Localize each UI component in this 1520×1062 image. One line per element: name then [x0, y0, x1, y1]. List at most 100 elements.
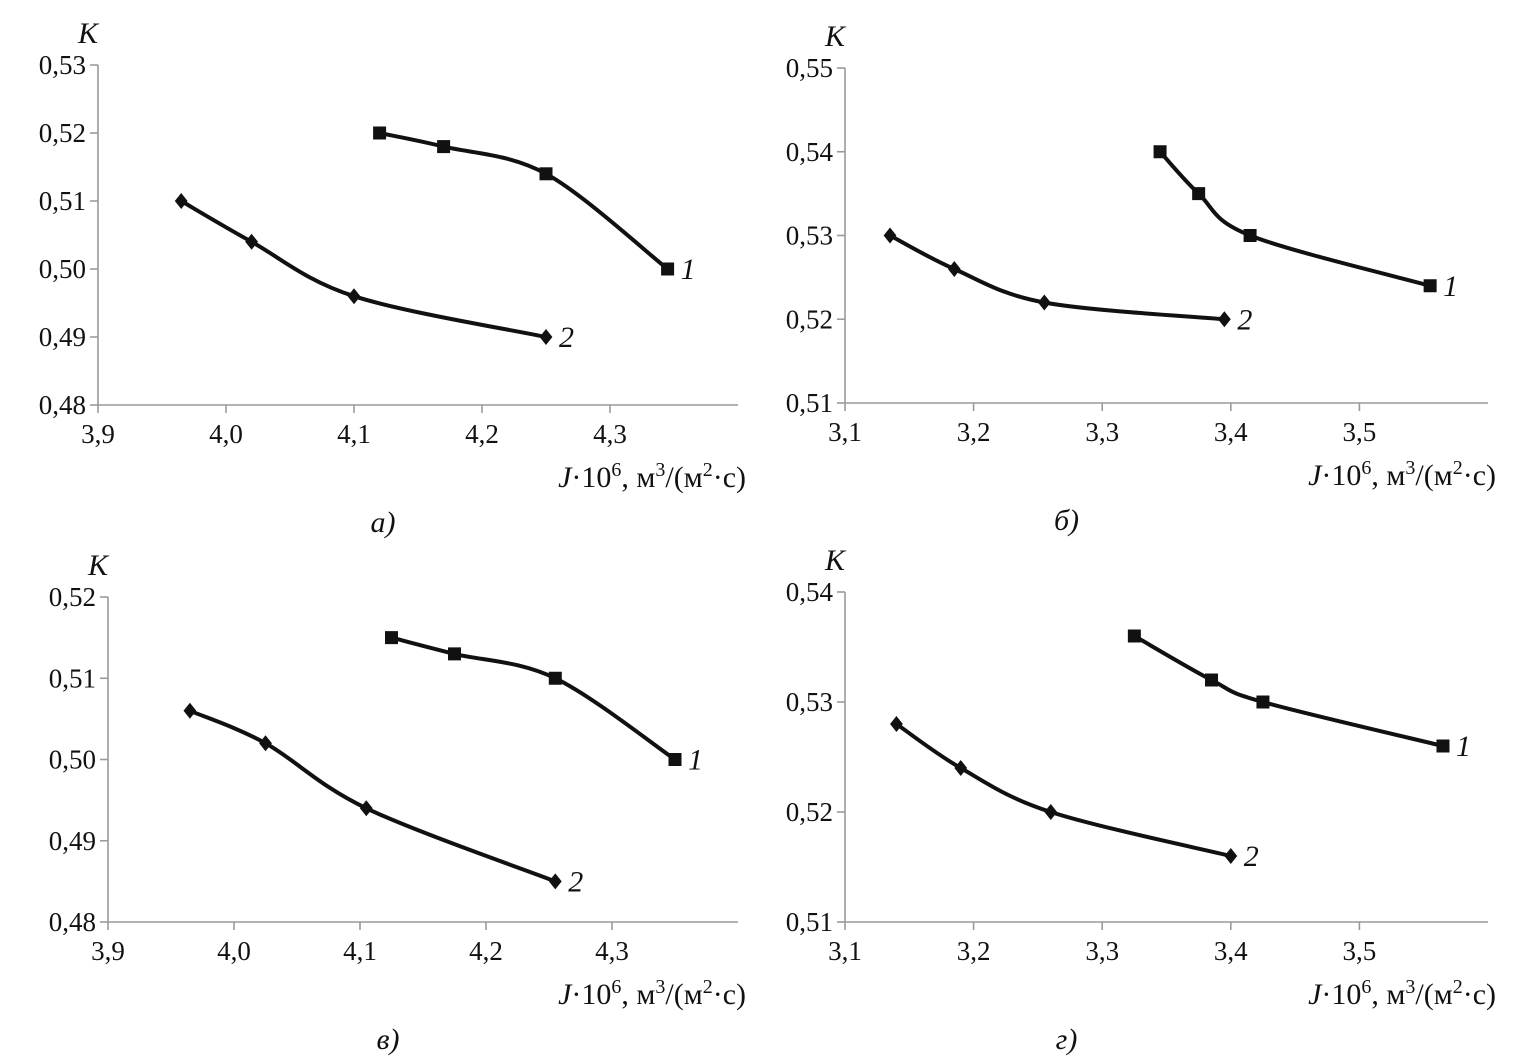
y-tick-label: 0,48 — [49, 907, 96, 937]
panel-label: а) — [371, 506, 396, 539]
y-tick-label: 0,51 — [39, 186, 86, 216]
series-1-line — [1158, 149, 1433, 288]
series-1-point — [1243, 229, 1257, 242]
y-axis-label: K — [824, 20, 847, 53]
series-2-label: 2 — [1237, 303, 1252, 336]
series-2-point — [1217, 311, 1231, 328]
series-2-point — [548, 873, 562, 890]
series-2-point — [539, 329, 553, 345]
panel-label: в) — [376, 1023, 399, 1056]
x-tick-label: 4,3 — [595, 936, 629, 966]
series-2-line — [179, 199, 548, 339]
series-2-point — [183, 702, 197, 719]
x-tick-label: 3,4 — [1214, 417, 1248, 447]
series-2-point — [947, 261, 961, 277]
x-tick-label: 4,3 — [593, 419, 627, 449]
x-tick-label: 4,1 — [343, 936, 377, 966]
series-2-point — [1037, 294, 1051, 311]
series-1-point — [1153, 145, 1167, 159]
series-2-point — [883, 227, 897, 244]
x-axis-label: J·106, м3/(м2·с) — [1308, 976, 1496, 1011]
y-tick-label: 0,52 — [786, 304, 833, 334]
x-axis-label: J·106, м3/(м2·с) — [558, 459, 746, 494]
y-tick-label: 0,52 — [39, 118, 86, 148]
series-1-point — [668, 753, 682, 766]
series-2-label: 2 — [568, 865, 583, 898]
x-tick-label: 4,0 — [209, 419, 243, 449]
series-1-point — [539, 167, 553, 181]
x-axis-label: J·106, м3/(м2·с) — [558, 976, 746, 1011]
panel-label: г) — [1056, 1023, 1078, 1056]
series-2-label: 2 — [1244, 840, 1259, 873]
series-1-line — [1132, 634, 1445, 748]
y-tick-label: 0,54 — [786, 577, 834, 607]
series-1-point — [373, 126, 387, 140]
x-tick-label: 3,1 — [828, 936, 862, 966]
series-1-label: 1 — [681, 253, 696, 286]
series-2-line — [894, 722, 1233, 858]
series-1-point — [1127, 629, 1141, 643]
x-tick-label: 3,5 — [1343, 417, 1377, 447]
series-1-point — [1256, 695, 1270, 709]
series-1-label: 1 — [1456, 730, 1471, 763]
chart-panel-a: 0,48 0,49 0,50 0,51 0,52 0,53 3,9 4,0 4,1 4,2 4,3 K… — [39, 17, 746, 539]
series-2-point — [890, 716, 903, 732]
y-tick-label: 0,53 — [786, 687, 833, 717]
series-2-point — [954, 760, 968, 776]
series-2-point — [347, 288, 361, 305]
chart-panel-g: 0,51 0,52 0,53 0,54 3,1 3,2 3,3 3,4 3,5 K J·106, м… — [786, 544, 1496, 1056]
chart-panel-b: 0,51 0,52 0,53 0,54 0,55 3,1 3,2 3,3 3,4 3,5 K J·10… — [786, 20, 1496, 537]
x-tick-label: 4,2 — [465, 419, 499, 449]
y-axis-label: K — [87, 549, 110, 582]
y-tick-label: 0,55 — [786, 53, 833, 83]
y-tick-label: 0,53 — [786, 221, 833, 251]
x-tick-label: 3,3 — [1085, 417, 1119, 447]
series-1-line — [377, 131, 670, 271]
panel-label: б) — [1054, 504, 1079, 537]
x-tick-label: 3,2 — [957, 417, 991, 447]
y-axis-label: K — [824, 544, 847, 577]
y-tick-label: 0,50 — [49, 745, 96, 775]
series-1-point — [1205, 673, 1219, 687]
series-1-point — [1436, 739, 1450, 753]
y-tick-label: 0,51 — [49, 663, 96, 693]
series-1-point — [661, 262, 675, 276]
series-2-point — [1044, 804, 1058, 820]
x-tick-label: 3,9 — [91, 936, 125, 966]
y-tick-label: 0,48 — [39, 390, 86, 420]
series-1-point — [448, 647, 461, 661]
series-1-point — [385, 631, 398, 645]
series-2-line — [187, 708, 558, 884]
y-axis-label: K — [77, 17, 100, 50]
x-tick-label: 3,1 — [828, 417, 862, 447]
series-2-point — [174, 193, 188, 209]
y-tick-label: 0,51 — [786, 907, 833, 937]
series-1-point — [437, 140, 451, 154]
series-2-point — [245, 233, 258, 250]
x-tick-label: 3,2 — [957, 936, 991, 966]
series-1-line — [389, 635, 677, 762]
series-2-point — [1224, 848, 1238, 864]
x-tick-label: 4,1 — [337, 419, 371, 449]
series-2-point — [359, 800, 373, 817]
series-2-point — [259, 735, 272, 752]
y-tick-label: 0,49 — [49, 826, 96, 856]
y-tick-label: 0,51 — [786, 388, 833, 418]
x-tick-label: 3,9 — [81, 419, 115, 449]
series-2-line — [888, 233, 1227, 322]
chart-panel-v: 0,48 0,49 0,50 0,51 0,52 3,9 4,0 4,1 4,2 4,3 K J·10… — [49, 549, 746, 1056]
series-1-label: 1 — [688, 744, 703, 777]
x-axis-label: J·106, м3/(м2·с) — [1308, 457, 1496, 492]
series-1-point — [1423, 279, 1437, 293]
series-1-label: 1 — [1443, 270, 1458, 303]
x-tick-label: 3,5 — [1343, 936, 1377, 966]
y-tick-label: 0,53 — [39, 50, 86, 80]
series-1-point — [1192, 187, 1206, 201]
y-tick-label: 0,49 — [39, 322, 86, 352]
x-tick-label: 3,4 — [1214, 936, 1248, 966]
series-1-point — [548, 671, 562, 685]
x-tick-label: 4,0 — [217, 936, 251, 966]
y-tick-label: 0,52 — [49, 582, 96, 612]
y-tick-label: 0,54 — [786, 137, 834, 167]
